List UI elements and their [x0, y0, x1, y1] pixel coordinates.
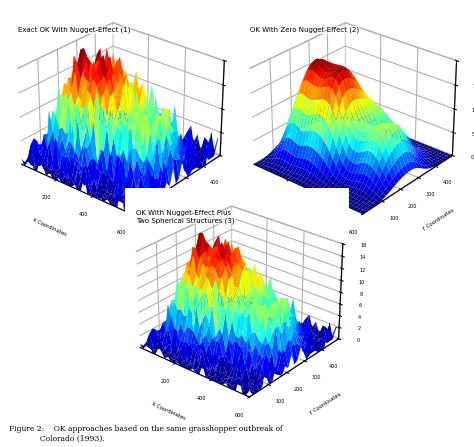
Text: OK With Zero Nugget-Effect (2): OK With Zero Nugget-Effect (2) [250, 27, 359, 34]
Text: Figure 2:    OK approaches based on the same grasshopper outbreak of
           : Figure 2: OK approaches based on the sam… [9, 426, 283, 443]
Y-axis label: Y Coordinates: Y Coordinates [190, 208, 223, 232]
Text: OK With Nugget-Effect Plus
Two Spherical Structures (3): OK With Nugget-Effect Plus Two Spherical… [137, 210, 235, 224]
Y-axis label: Y Coordinates: Y Coordinates [422, 208, 456, 232]
X-axis label: X Coordinates: X Coordinates [150, 401, 186, 421]
Y-axis label: Y Coordinates: Y Coordinates [309, 392, 342, 416]
Text: Exact OK With Nugget-Effect (1): Exact OK With Nugget-Effect (1) [18, 27, 130, 34]
X-axis label: X Coordinates: X Coordinates [264, 218, 300, 238]
X-axis label: X Coordinates: X Coordinates [32, 218, 67, 238]
